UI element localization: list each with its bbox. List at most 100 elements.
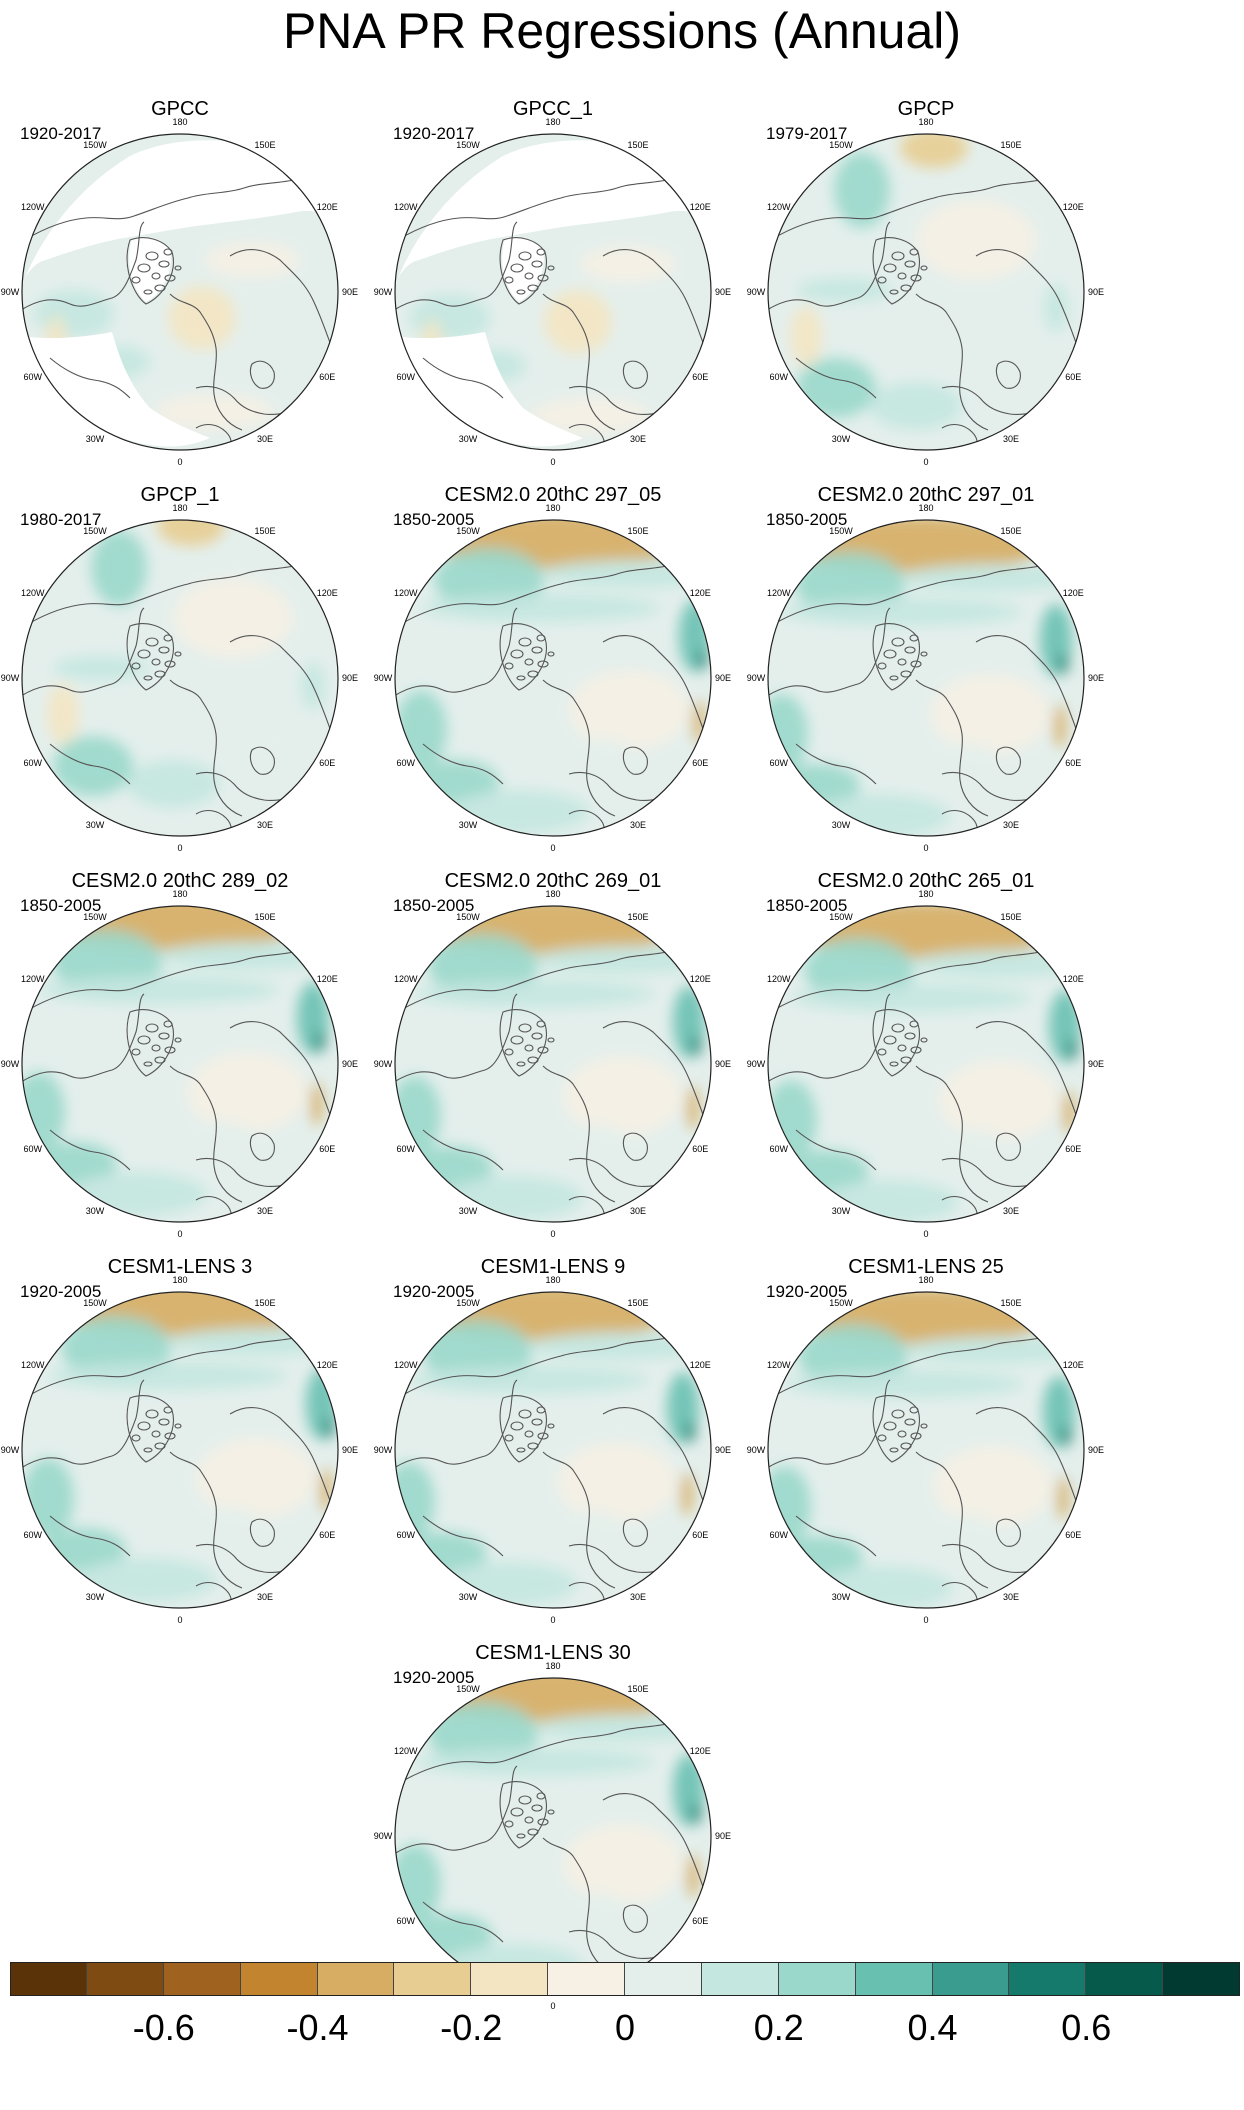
map-panel: CESM1-LENS 30180150E120E90E60E30E030W60W… (373, 1642, 733, 2022)
longitude-label: 90E (1088, 287, 1104, 297)
anomaly-contour (544, 290, 612, 354)
longitude-label: 120E (1063, 1360, 1084, 1370)
longitude-label: 120W (394, 1746, 418, 1756)
colorbar-segment (163, 1962, 241, 1996)
anomaly-contour (563, 1824, 683, 1904)
longitude-label: 30W (459, 1592, 478, 1602)
map-boundary-circle (767, 519, 1085, 837)
colorbar-tick-label: 0 (614, 2007, 636, 2048)
longitude-label: 180 (545, 889, 560, 899)
panel-title: CESM1-LENS 3 (107, 1256, 253, 1278)
longitude-label: 90W (1, 1445, 20, 1455)
map-boundary-circle (394, 133, 712, 451)
longitude-label: 30W (459, 820, 478, 830)
anomaly-contour (685, 1422, 695, 1442)
map-panel: CESM2.0 20thC 289_02 180 150E 120E 90E 60E 30E… (0, 870, 360, 1250)
longitude-label: 90W (1, 1059, 20, 1069)
longitude-label: 120E (317, 588, 338, 598)
longitude-label: 0 (550, 1229, 555, 1239)
longitude-label: 0 (923, 1229, 928, 1239)
map-boundary-circle (394, 905, 712, 1223)
longitude-label: 120E (317, 202, 338, 212)
anomaly-contour (810, 794, 950, 836)
coastlines (768, 948, 1084, 1222)
longitude-label: 30W (86, 1206, 105, 1216)
colorbar-tick-label: -0.6 (132, 2007, 195, 2048)
anomaly-contour (909, 1514, 1009, 1566)
longitude-label: 180 (172, 117, 187, 127)
anomaly-contour (154, 394, 274, 430)
longitude-label: 60W (397, 1916, 416, 1926)
longitude-label: 0 (550, 1615, 555, 1625)
longitude-label: 150E (1000, 526, 1021, 536)
coastlines (395, 562, 711, 836)
anomaly-contour (905, 1336, 1084, 1364)
longitude-label: 90E (342, 287, 358, 297)
longitude-label: 30E (630, 1592, 646, 1602)
longitude-label: 150E (1000, 140, 1021, 150)
longitude-label: 180 (545, 1661, 560, 1671)
longitude-label: 150E (254, 912, 275, 922)
anomaly-contour (796, 358, 876, 418)
longitude-label: 0 (550, 2001, 555, 2011)
anomaly-contour (1061, 1426, 1071, 1446)
longitude-label: 90E (715, 1831, 731, 1841)
panel-period: 1850-2005 (20, 896, 102, 915)
anomaly-contour (1067, 1040, 1077, 1060)
panel-title: CESM2.0 20thC 289_02 (71, 870, 289, 892)
longitude-label: 30W (832, 1592, 851, 1602)
anomaly-contour (22, 1072, 65, 1152)
longitude-label: 150E (254, 140, 275, 150)
anomaly-contour (173, 578, 293, 658)
missing-data-mask (22, 140, 338, 447)
longitude-label: 150W (456, 1298, 480, 1308)
coastlines (768, 176, 1084, 450)
anomaly-contour (415, 1748, 655, 1776)
longitude-label: 90W (747, 287, 766, 297)
panel-period: 1920-2005 (393, 1668, 475, 1687)
colorbar-segment (1163, 1962, 1240, 1996)
longitude-label: 30E (257, 434, 273, 444)
longitude-label: 30W (459, 1206, 478, 1216)
anomaly-contour (933, 1446, 1053, 1526)
colorbar-tick-label: 0.6 (1061, 2007, 1112, 2048)
map-container: 180 150E 120E 90E 60E 30E 0 30W 60W 90W 120W 150W (747, 889, 1104, 1253)
map-boundary-circle (21, 133, 339, 451)
panel-period: 1920-2017 (20, 124, 102, 143)
map-container: 180 150E 120E 90E 60E 30E 0 30W 60W 90W 120W 150W (1, 889, 358, 1253)
panel-title: GPCP (897, 98, 955, 120)
anomaly-contour (563, 1056, 683, 1136)
map-container: 180 150E 120E 90E 60E 30E 0 30W 60W 90W 120W 150W (747, 1275, 1104, 1639)
colorbar-segment (548, 1962, 625, 1996)
longitude-label: 90E (1088, 1059, 1104, 1069)
anomaly-contour (159, 942, 338, 970)
anomaly-contour (204, 242, 300, 278)
colorbar-frame (10, 1962, 1240, 1996)
anomaly-contour (791, 984, 1031, 1012)
map-panel: GPCP_1 180 150E 120E 90E 60E 30E 0 30W 60W 90W 120W… (0, 484, 360, 864)
longitude-label: 120W (394, 1360, 418, 1370)
anomaly-contour (533, 1510, 633, 1562)
anomaly-contour (785, 1370, 1025, 1398)
longitude-label: 60E (1065, 1530, 1081, 1540)
longitude-label: 150W (83, 1298, 107, 1308)
anomaly-contour (157, 520, 225, 546)
longitude-label: 0 (177, 457, 182, 467)
longitude-label: 120W (21, 1360, 45, 1370)
anomaly-contour (47, 684, 79, 744)
anomaly-contour (196, 1438, 316, 1518)
longitude-label: 60E (1065, 758, 1081, 768)
longitude-label: 60E (319, 1530, 335, 1540)
map-panel: CESM1-LENS 9 180 150E 120E 90E 60E 30E 0 30W 60W 9… (373, 1256, 733, 1636)
anomaly-contour (168, 286, 236, 350)
longitude-label: 30E (257, 820, 273, 830)
map-container: 180 150E 120E 90E 60E 30E 0 30W 60W 90W 120W 150W (1, 503, 358, 867)
map-panel: GPCP 180 150E 120E 90E 60E 30E 0 30W 60W 90W 120W 15… (746, 98, 1106, 478)
anomaly-contour (900, 134, 968, 168)
longitude-label: 30W (459, 434, 478, 444)
longitude-label: 90W (1, 673, 20, 683)
anomaly-contour (545, 738, 645, 790)
longitude-label: 120W (21, 202, 45, 212)
map-container: 180 150E 120E 90E 60E 30E 0 30W 60W 90W 120W 150W (374, 1275, 731, 1639)
